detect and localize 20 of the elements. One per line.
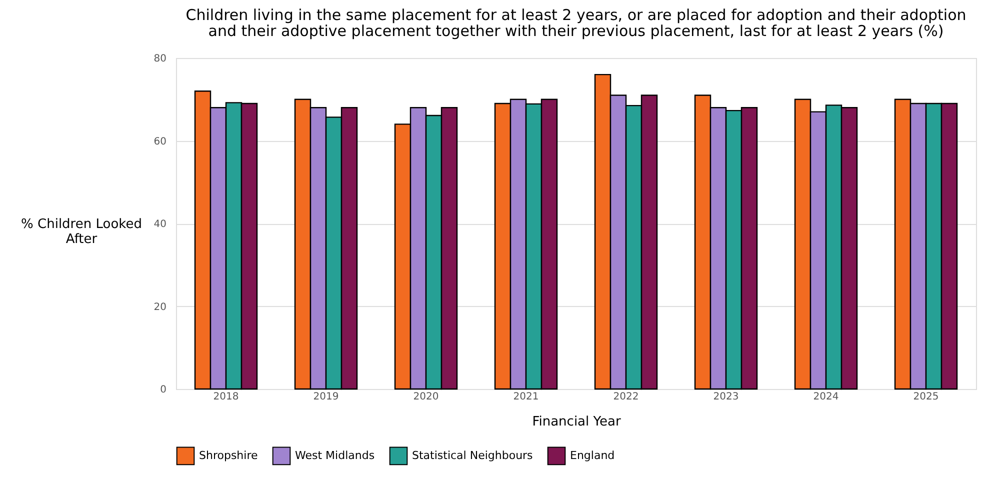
legend-label: Statistical Neighbours: [412, 448, 534, 462]
legend-label: West Midlands: [295, 448, 375, 462]
x-tick-label: 2023: [713, 392, 739, 402]
x-tick-label: 2022: [613, 392, 639, 402]
x-tick-label: 2021: [513, 392, 539, 402]
legend-label: Shropshire: [199, 448, 258, 462]
x-tick-label: 2020: [413, 392, 439, 402]
y-tick-label: 20: [154, 302, 166, 313]
x-tick-label: 2024: [813, 392, 839, 402]
chart-title: Children living in the same placement for at least 2 years, or are placed for adoption and their adoption and their adoptive placement together with their previous placement, last for at least 2 years (%): [186, 6, 966, 40]
y-tick-label: 40: [154, 219, 166, 230]
y-axis-title: % Children Looked After: [21, 217, 142, 247]
x-axis-title: Financial Year: [532, 414, 622, 430]
y-tick-label: 60: [154, 136, 166, 148]
y-tick-label: 80: [154, 54, 166, 64]
x-tick-label: 2018: [213, 392, 239, 402]
x-tick-label: 2019: [313, 392, 339, 402]
x-tick-label: 2025: [913, 392, 939, 402]
legend-label: England: [570, 448, 615, 462]
y-tick-label: 0: [160, 384, 166, 396]
